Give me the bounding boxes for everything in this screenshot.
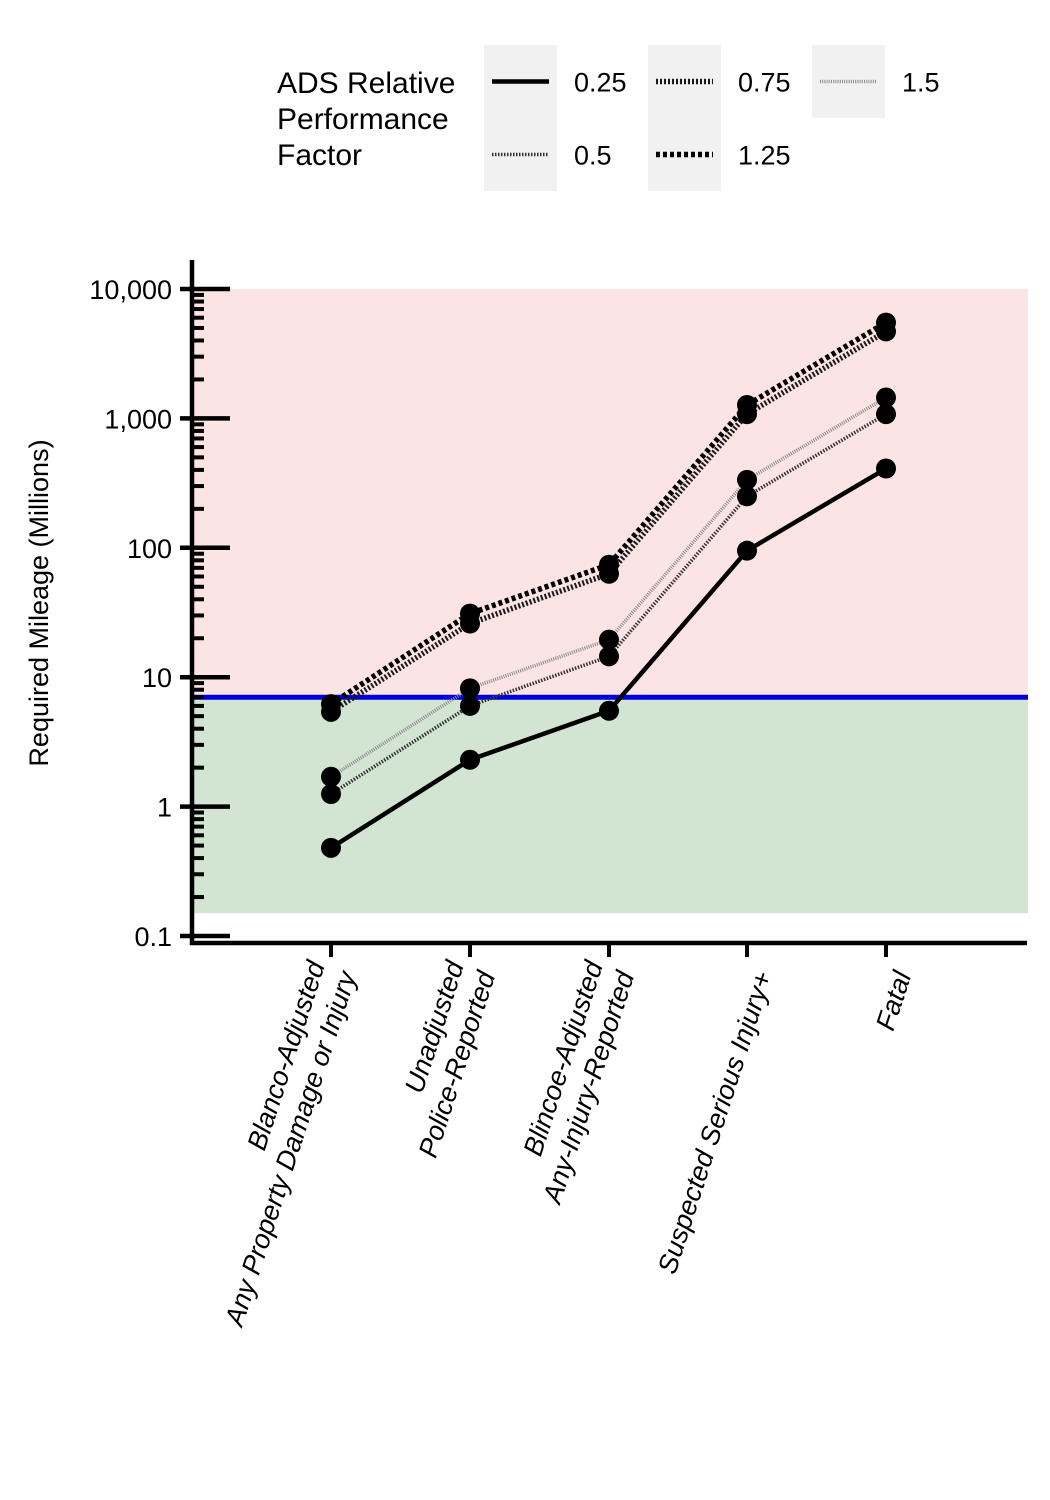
- region-above-threshold: [192, 289, 1028, 698]
- legend-title-line: Factor: [277, 139, 362, 172]
- data-point-0.25-1: [460, 749, 480, 770]
- region-below-threshold: [192, 697, 1028, 914]
- data-point-1.25-1: [460, 603, 480, 624]
- y-tick-label: 10: [142, 663, 172, 693]
- data-point-1.25-3: [737, 394, 757, 415]
- x-tick-label: Fatal: [870, 967, 917, 1034]
- data-point-0.25-2: [599, 700, 619, 721]
- data-point-1.5-4: [876, 387, 896, 408]
- x-tick-label-group: Fatal: [870, 967, 917, 1034]
- legend-title-line: ADS Relative: [277, 67, 455, 100]
- y-tick-label: 10,000: [89, 275, 172, 305]
- x-tick-label: Suspected Serious Injury+: [652, 968, 778, 1278]
- data-point-0.5-4: [876, 404, 896, 425]
- data-point-0.25-0: [321, 837, 341, 858]
- data-point-1.5-0: [321, 766, 341, 787]
- data-point-1.25-4: [876, 312, 896, 333]
- data-point-1.25-0: [321, 694, 341, 715]
- series-line-1.5: [330, 395, 887, 779]
- y-tick-label: 100: [127, 534, 172, 564]
- data-point-0.5-0: [321, 784, 341, 805]
- data-point-0.5-1: [460, 695, 480, 716]
- legend-label: 1.5: [902, 68, 940, 98]
- x-tick-label-group: Suspected Serious Injury+: [652, 968, 778, 1278]
- data-point-0.5-2: [599, 646, 619, 667]
- legend-title-line: Performance: [277, 103, 449, 136]
- legend-label: 0.25: [574, 68, 627, 98]
- background-regions: [192, 289, 1028, 914]
- y-tick-label: 1: [157, 793, 172, 823]
- legend-label: 0.75: [738, 68, 791, 98]
- data-point-0.25-3: [737, 540, 757, 561]
- data-point-1.5-3: [737, 469, 757, 490]
- series-points: [321, 312, 896, 858]
- y-axis-ticks: 0.1 1 10 100 1,000 10,000: [89, 275, 230, 952]
- y-tick-label: 0.1: [134, 922, 172, 952]
- data-point-1.25-2: [599, 554, 619, 575]
- legend-label: 1.25: [738, 141, 791, 171]
- legend-label: 0.5: [574, 141, 612, 171]
- y-axis-title: Required Mileage (Millions): [24, 439, 54, 766]
- y-tick-label: 1,000: [104, 404, 172, 434]
- data-point-0.5-3: [737, 486, 757, 507]
- data-point-0.25-4: [876, 458, 896, 479]
- data-point-1.5-2: [599, 629, 619, 650]
- data-point-1.5-1: [460, 678, 480, 699]
